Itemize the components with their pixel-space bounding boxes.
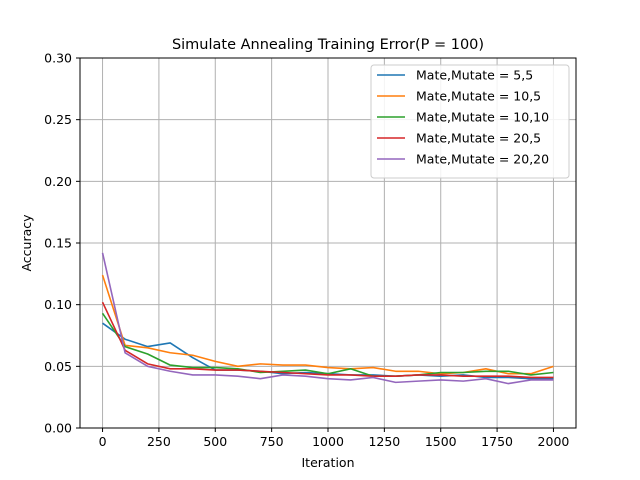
y-tick-label: 0.00 xyxy=(44,421,72,436)
legend-box xyxy=(370,64,570,179)
y-tick-label: 0.10 xyxy=(44,297,72,312)
legend-label: Mate,Mutate = 20,5 xyxy=(416,131,541,146)
series-line-4 xyxy=(101,301,554,379)
y-axis-label: Accuracy xyxy=(19,214,34,272)
x-tick-label: 500 xyxy=(203,434,227,449)
x-tick-label: 1750 xyxy=(481,434,513,449)
series-line-2 xyxy=(101,274,554,375)
legend-label: Mate,Mutate = 5,5 xyxy=(416,68,533,83)
x-tick-label: 750 xyxy=(260,434,284,449)
chart-title: Simulate Annealing Training Error(P = 10… xyxy=(172,37,484,53)
y-tick-label: 0.20 xyxy=(44,174,72,189)
y-tick-label: 0.15 xyxy=(44,236,72,251)
x-tick-label: 250 xyxy=(147,434,171,449)
y-tick-label: 0.30 xyxy=(44,51,72,66)
y-tick-label: 0.05 xyxy=(44,359,72,374)
legend-label: Mate,Mutate = 20,20 xyxy=(416,152,549,167)
legend: Mate,Mutate = 5,5 Mate,Mutate = 10,5 Mate,… xyxy=(370,64,570,179)
x-axis-label: Iteration xyxy=(301,455,354,470)
x-tick-label: 0 xyxy=(99,434,107,449)
x-tick-label: 1250 xyxy=(368,434,400,449)
x-tick-label: 1000 xyxy=(312,434,344,449)
y-tick-label: 0.25 xyxy=(44,112,72,127)
axis-ticks: 0 250 500 750 1000 1250 1500 1750 2000 0.00 0.05 0.… xyxy=(44,51,569,450)
legend-label: Mate,Mutate = 10,5 xyxy=(416,89,541,104)
series-line-5 xyxy=(101,252,554,385)
legend-label: Mate,Mutate = 10,10 xyxy=(416,110,549,125)
series-line-3 xyxy=(101,312,554,378)
series-lines xyxy=(101,252,554,385)
x-tick-label: 2000 xyxy=(538,434,570,449)
x-tick-label: 1500 xyxy=(425,434,457,449)
